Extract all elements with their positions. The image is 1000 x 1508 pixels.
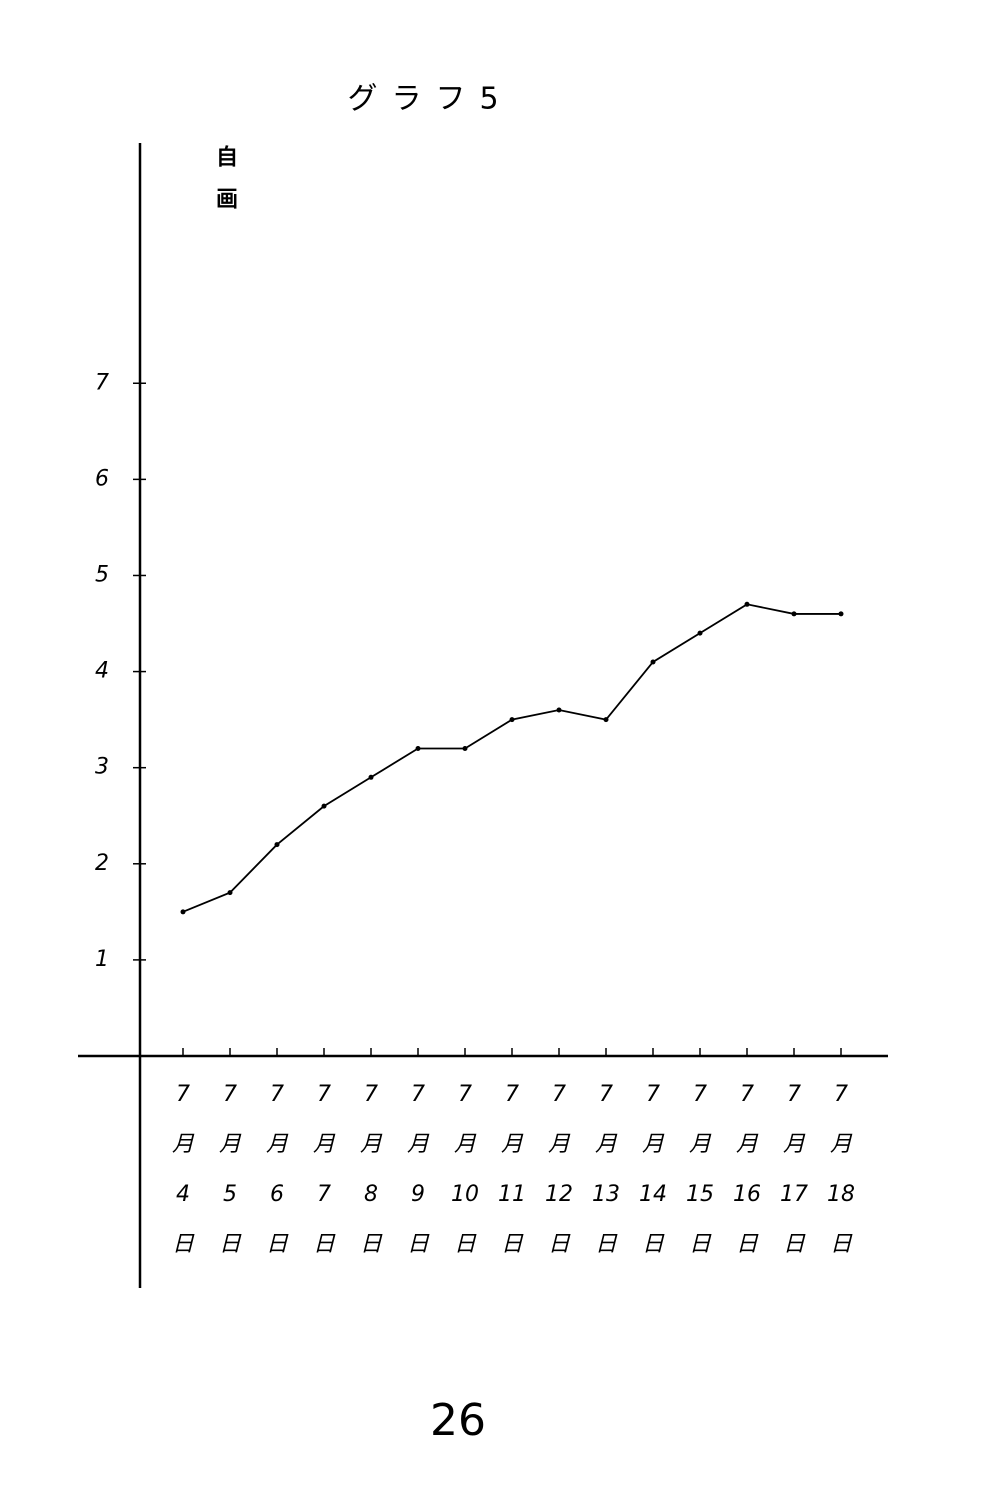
x-tick-label: 7月12日 [545, 1082, 573, 1257]
y-tick-label: 1 [95, 947, 109, 972]
x-tick-label: 7月17日 [780, 1082, 808, 1257]
y-tick-label: 6 [95, 466, 109, 491]
data-point [180, 909, 186, 915]
data-point [509, 717, 515, 723]
data-point [274, 842, 280, 848]
data-point [462, 745, 468, 751]
y-tick-label: 5 [95, 562, 109, 587]
data-point [556, 707, 562, 713]
x-tick-label: 7月7日 [312, 1082, 335, 1257]
y-tick-label: 2 [95, 851, 109, 876]
x-tick-label: 7月8日 [359, 1082, 382, 1257]
x-tick-label: 7月4日 [171, 1082, 194, 1257]
data-point [603, 717, 609, 723]
data-point [838, 611, 844, 617]
x-tick-label: 7月6日 [265, 1082, 288, 1257]
data-point [650, 659, 656, 665]
data-point [321, 803, 327, 809]
x-tick-label: 7月5日 [218, 1082, 241, 1257]
x-tick-label: 7月13日 [592, 1082, 620, 1257]
y-tick-label: 4 [95, 659, 109, 684]
y-tick-label: 7 [95, 370, 109, 395]
data-line [182, 603, 841, 913]
data-point [791, 611, 797, 617]
chart-title: グラフ5 [347, 82, 512, 117]
data-point [697, 630, 703, 636]
x-tick-label: 7月18日 [827, 1082, 855, 1257]
x-tick-label: 7月9日 [406, 1082, 429, 1257]
x-tick-label: 7月16日 [733, 1082, 761, 1257]
data-point [744, 601, 750, 607]
page-number: 26 [430, 1395, 486, 1446]
data-point [227, 890, 233, 896]
y-tick-label: 3 [95, 755, 109, 780]
data-point [415, 745, 421, 751]
x-tick-label: 7月10日 [451, 1082, 479, 1257]
x-tick-label: 7月15日 [686, 1082, 714, 1257]
data-point [368, 774, 374, 780]
x-tick-label: 7月11日 [498, 1082, 526, 1257]
y-axis-label: 自画 [212, 145, 237, 229]
x-tick-label: 7月14日 [639, 1082, 667, 1257]
